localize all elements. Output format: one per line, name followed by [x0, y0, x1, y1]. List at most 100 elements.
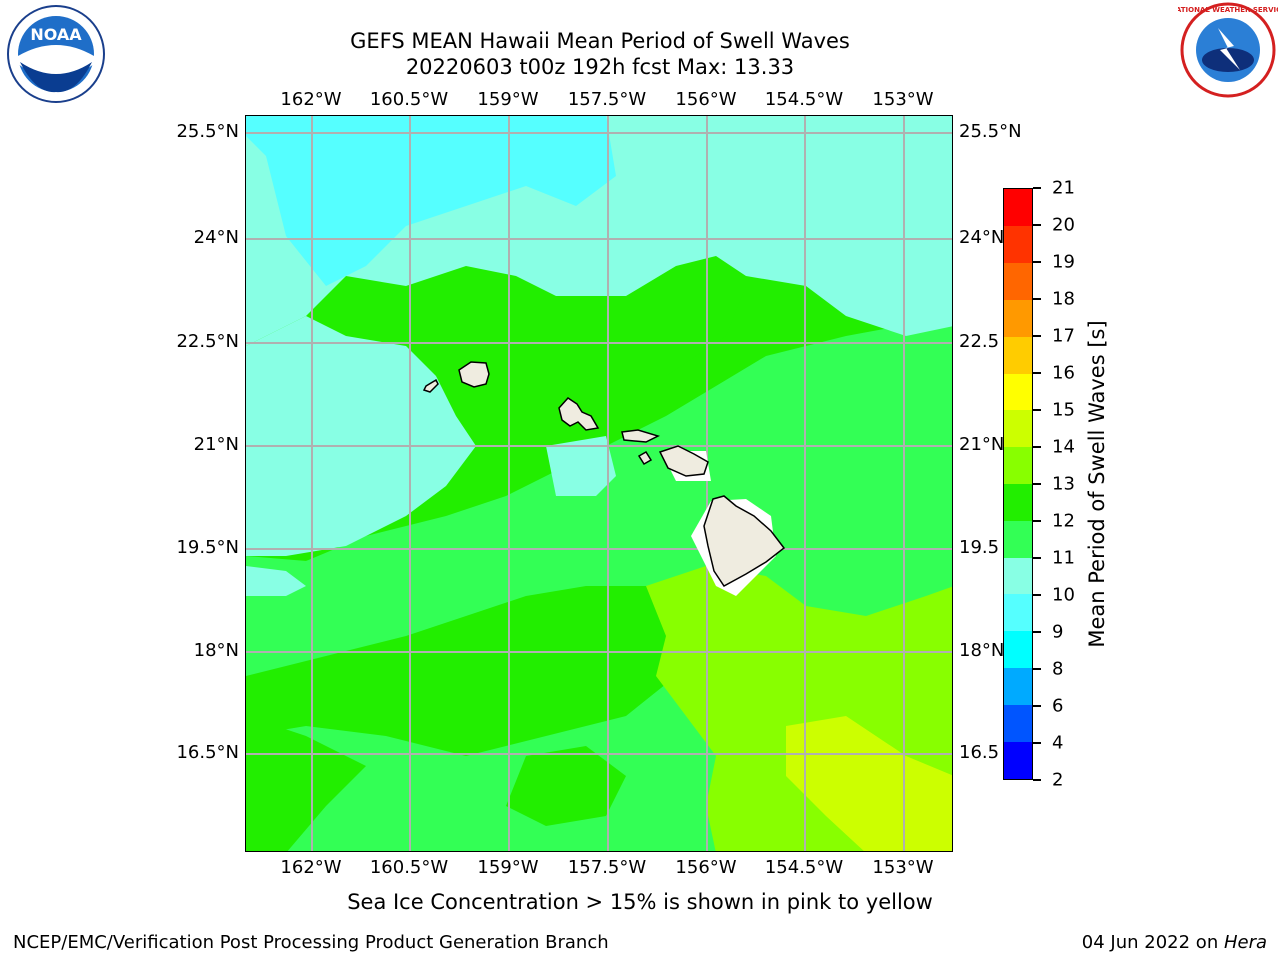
lon-tick-top: 154.5°W	[764, 89, 844, 110]
sea-ice-note: Sea Ice Concentration > 15% is shown in …	[347, 890, 933, 914]
island-maui	[658, 445, 709, 477]
lat-tick-right: 22.5	[959, 331, 1000, 352]
lat-tick-right: 16.5	[959, 742, 1000, 763]
colorbar-tick	[1033, 705, 1041, 707]
colorbar-swatch	[1004, 520, 1032, 558]
lat-tick-left: 16.5°N	[176, 742, 239, 763]
nws-logo-text: NATIONAL WEATHER SERVICE	[1178, 6, 1278, 14]
colorbar-swatch	[1004, 446, 1032, 484]
lon-tick-bottom: 160.5°W	[369, 857, 449, 878]
colorbar-tick	[1033, 446, 1041, 448]
lon-tick-top: 159°W	[477, 89, 539, 110]
nws-logo: NATIONAL WEATHER SERVICE	[1170, 0, 1280, 104]
lon-tick-bottom: 157.5°W	[567, 857, 647, 878]
credit-text: NCEP/EMC/Verification Post Processing Pr…	[13, 932, 609, 953]
lat-tick-right: 18°N	[959, 640, 1005, 661]
lat-tick-right: 21°N	[959, 434, 1005, 455]
contour-band-13-14	[786, 716, 952, 851]
colorbar-tick	[1033, 224, 1041, 226]
lat-tick-left: 19.5°N	[176, 537, 239, 558]
colorbar-tick	[1033, 298, 1041, 300]
chart-title: GEFS MEAN Hawaii Mean Period of Swell Wa…	[350, 29, 850, 53]
colorbar-tick	[1033, 742, 1041, 744]
colorbar-title: Mean Period of Swell Waves [s]	[1085, 320, 1109, 648]
lon-tick-top: 153°W	[872, 89, 934, 110]
island-hawaii	[703, 495, 786, 587]
colorbar-swatch	[1004, 741, 1032, 779]
lon-tick-bottom: 156°W	[675, 857, 737, 878]
lat-tick-left: 18°N	[193, 640, 239, 661]
contour-band-11-12	[406, 256, 746, 386]
colorbar-swatch	[1004, 262, 1032, 300]
host-name: Hera	[1223, 932, 1267, 953]
lon-tick-top: 162°W	[280, 89, 342, 110]
colorbar-swatch	[1004, 189, 1032, 227]
island-oahu	[558, 397, 600, 431]
colorbar-swatch	[1004, 225, 1032, 264]
lon-tick-bottom: 162°W	[280, 857, 342, 878]
colorbar-tick	[1033, 335, 1041, 337]
lon-tick-top: 156°W	[675, 89, 737, 110]
colorbar-tick	[1033, 668, 1041, 670]
colorbar-tick-label: 4	[1052, 732, 1064, 754]
lon-tick-bottom: 159°W	[477, 857, 539, 878]
date-text: 04 Jun 2022 on Hera	[1082, 932, 1267, 953]
lat-tick-left: 24°N	[193, 227, 239, 248]
colorbar-swatch	[1004, 373, 1032, 411]
colorbar-tick-label: 9	[1052, 621, 1064, 643]
contour-band-8-9	[246, 116, 616, 286]
colorbar-swatch	[1004, 483, 1032, 521]
contour-band-9-10	[246, 316, 476, 556]
colorbar-swatch	[1004, 704, 1032, 742]
colorbar-tick-label: 18	[1052, 288, 1075, 310]
colorbar-tick	[1033, 631, 1041, 633]
colorbar-tick-label: 11	[1052, 547, 1075, 569]
colorbar-tick-label: 12	[1052, 510, 1075, 532]
island-niihau	[422, 378, 439, 393]
lat-tick-right: 25.5°N	[959, 121, 1022, 142]
lat-tick-left: 25.5°N	[176, 121, 239, 142]
colorbar-tick-label: 19	[1052, 251, 1075, 273]
contour-band-11-12	[246, 716, 366, 851]
colorbar-tick	[1033, 520, 1041, 522]
colorbar-tick-label: 13	[1052, 473, 1075, 495]
colorbar-swatch	[1004, 409, 1032, 448]
colorbar	[1003, 188, 1033, 780]
noaa-logo: NOAA	[6, 4, 106, 108]
lat-tick-left: 22.5°N	[176, 331, 239, 352]
colorbar-tick	[1033, 372, 1041, 374]
noaa-logo-text: NOAA	[30, 25, 82, 44]
contour-band-11-12	[246, 586, 706, 756]
contour-band-9-10	[546, 436, 616, 496]
colorbar-tick	[1033, 594, 1041, 596]
colorbar-swatch	[1004, 667, 1032, 705]
colorbar-swatch	[1004, 593, 1032, 632]
date-label: 04 Jun 2022 on	[1081, 932, 1224, 953]
island-outlines	[422, 361, 786, 587]
colorbar-swatch	[1004, 630, 1032, 669]
colorbar-swatch	[1004, 557, 1032, 595]
lon-tick-bottom: 154.5°W	[764, 857, 844, 878]
colorbar-tick-label: 6	[1052, 695, 1064, 717]
island-kauai	[458, 361, 490, 388]
colorbar-tick	[1033, 483, 1041, 485]
colorbar-tick-label: 2	[1052, 769, 1064, 791]
lon-tick-bottom: 153°W	[872, 857, 934, 878]
lat-tick-right: 24°N	[959, 227, 1005, 248]
colorbar-tick-label: 10	[1052, 584, 1075, 606]
colorbar-tick	[1033, 187, 1041, 189]
colorbar-tick-label: 20	[1052, 214, 1075, 236]
colorbar-tick	[1033, 409, 1041, 411]
lat-tick-right: 19.5	[959, 537, 1000, 558]
lat-tick-left: 21°N	[193, 434, 239, 455]
contour-band-9-10	[246, 566, 306, 596]
colorbar-tick	[1033, 779, 1041, 781]
island-molokai	[621, 429, 661, 443]
contour-band-11-12	[506, 746, 626, 826]
colorbar-tick-label: 21	[1052, 177, 1075, 199]
map-grid	[246, 116, 952, 851]
colorbar-swatch	[1004, 336, 1032, 374]
colorbar-tick-label: 16	[1052, 362, 1075, 384]
colorbar-tick	[1033, 261, 1041, 263]
colorbar-tick-label: 8	[1052, 658, 1064, 680]
